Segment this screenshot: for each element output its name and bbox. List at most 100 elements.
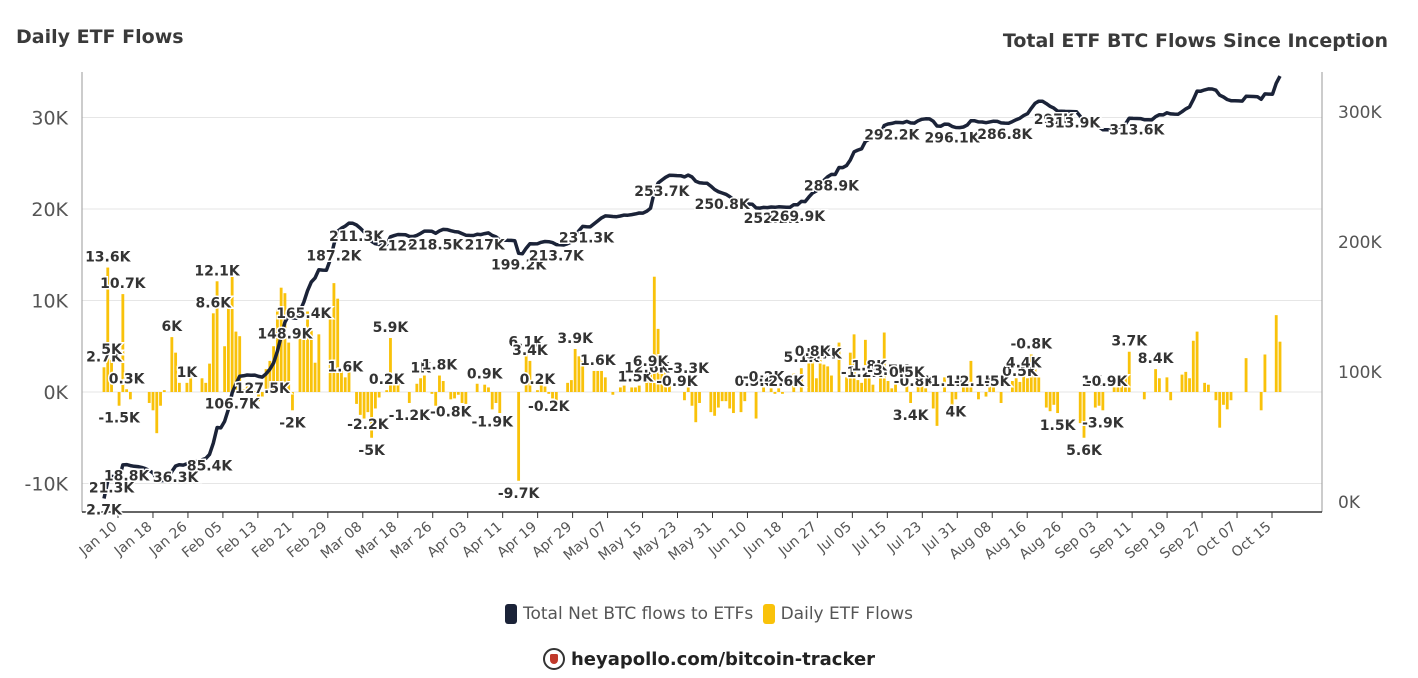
- daily-flow-bar: [306, 311, 309, 392]
- daily-flow-bar: [253, 391, 257, 392]
- daily-flow-bar: [698, 392, 701, 403]
- daily-flow-bar: [713, 392, 717, 416]
- bar-data-label: 0.3K: [109, 371, 146, 387]
- daily-flow-bar: [155, 392, 159, 434]
- bar-data-label: 8.6K: [195, 295, 232, 311]
- bar-data-label: -3.7K: [867, 363, 910, 379]
- daily-flow-bar: [487, 387, 490, 392]
- daily-flow-bar: [848, 352, 852, 392]
- daily-flow-bar: [336, 298, 340, 392]
- line-data-label: 231.3K: [559, 231, 615, 247]
- daily-flow-bar: [1127, 351, 1131, 392]
- daily-flow-bar: [460, 392, 464, 403]
- line-data-label: 211.3K: [329, 229, 385, 245]
- daily-flow-bar: [215, 281, 219, 392]
- bar-data-label: -0.2K: [528, 399, 571, 415]
- daily-flow-bar: [690, 392, 694, 406]
- line-data-label: 286.8K: [977, 127, 1033, 143]
- daily-flow-bar: [1022, 373, 1026, 392]
- line-data-label: 313.6K: [1109, 123, 1165, 139]
- daily-flow-bar: [743, 392, 747, 402]
- bar-data-label: 10.7K: [100, 276, 147, 292]
- left-tick-label: 0K: [43, 382, 68, 404]
- daily-flow-bar: [954, 392, 958, 400]
- daily-flow-bar: [1116, 380, 1120, 392]
- daily-flow-bar: [781, 392, 784, 394]
- x-tick-label: Jan 10: [76, 519, 121, 560]
- daily-flow-bar: [867, 376, 871, 392]
- daily-flow-bar: [543, 386, 547, 392]
- legend-label-daily: Daily ETF Flows: [780, 604, 913, 624]
- daily-flow-bar: [264, 369, 268, 392]
- bar-data-label: 12.6K: [624, 360, 671, 376]
- daily-flow-bar: [773, 392, 777, 394]
- daily-flow-bar: [577, 356, 581, 392]
- bar-data-label: -9.7K: [498, 486, 541, 502]
- daily-flow-bar: [920, 381, 924, 392]
- daily-flow-bar: [1157, 378, 1161, 392]
- daily-flow-bar: [494, 392, 498, 403]
- daily-flow-bar: [1101, 392, 1105, 411]
- footer-link[interactable]: heyapollo.com/bitcoin-tracker: [570, 648, 876, 670]
- daily-flow-bar: [524, 352, 528, 392]
- bar-data-label: 8.4K: [1138, 351, 1175, 367]
- daily-flow-bar: [385, 390, 389, 392]
- daily-flow-bar: [720, 392, 724, 402]
- bar-data-label: 0.5K: [1002, 364, 1039, 380]
- bar-data-label: -5K: [984, 374, 1012, 390]
- left-chart-title: Daily ETF Flows: [16, 26, 184, 48]
- daily-flow-bar: [739, 392, 743, 413]
- daily-flow-bar: [260, 392, 264, 397]
- daily-flow-bar: [882, 332, 886, 392]
- daily-flow-bar: [709, 392, 713, 413]
- bar-data-label: 0.8K: [795, 344, 832, 360]
- daily-flow-bar: [539, 381, 543, 392]
- daily-flow-bar: [1184, 371, 1188, 392]
- daily-flow-bar: [837, 342, 841, 392]
- daily-flow-bar: [1169, 392, 1173, 401]
- daily-flow-bar: [969, 360, 973, 392]
- daily-flow-bar: [453, 392, 456, 399]
- daily-flow-bar: [238, 336, 242, 392]
- daily-flow-bar: [1010, 381, 1014, 392]
- daily-flow-bar: [242, 389, 245, 392]
- legend-item-total[interactable]: Total Net BTC flows to ETFs: [505, 604, 753, 624]
- daily-flow-bar: [1278, 341, 1282, 392]
- daily-flow-bar: [935, 392, 939, 426]
- bar-data-label: -1.9K: [471, 414, 514, 430]
- daily-flow-bar: [554, 392, 558, 406]
- daily-flow-bar: [999, 392, 1003, 403]
- chart-legend: Total Net BTC flows to ETFs Daily ETF Fl…: [0, 604, 1418, 629]
- daily-flow-bar: [1033, 357, 1037, 392]
- daily-flow-bar: [1222, 392, 1225, 405]
- daily-flow-bar: [1097, 392, 1101, 406]
- daily-flow-bar: [434, 392, 438, 406]
- line-data-label: 165.4K: [276, 306, 332, 322]
- daily-flow-bar: [392, 383, 396, 392]
- apollo-logo-icon: [542, 648, 565, 670]
- daily-flow-bar: [230, 274, 234, 392]
- daily-flow-bar: [916, 375, 920, 392]
- daily-flow-bar: [377, 392, 381, 398]
- bar-data-label: 6.1K: [508, 335, 545, 351]
- daily-flow-bar: [268, 360, 272, 392]
- right-chart-title: Total ETF BTC Flows Since Inception: [1002, 30, 1388, 52]
- legend-item-daily[interactable]: Daily ETF Flows: [762, 604, 913, 624]
- daily-flow-bar: [814, 378, 818, 392]
- bar-data-label: 2.6K: [768, 374, 805, 390]
- daily-flow-bar: [1191, 340, 1195, 392]
- right-tick-label: 0K: [1338, 493, 1361, 513]
- daily-flow-bar: [622, 385, 626, 392]
- daily-flow-bar: [845, 377, 848, 392]
- daily-flow-bar: [1165, 377, 1169, 392]
- daily-flow-bar: [189, 375, 193, 392]
- bar-data-label: 12.1K: [194, 263, 241, 279]
- daily-flow-bar: [826, 366, 830, 392]
- bar-data-label: -1.2K: [389, 408, 432, 424]
- daily-flow-bar: [894, 384, 897, 392]
- bar-data-label: 1.6K: [580, 353, 617, 369]
- bar-data-label: 1.5K: [618, 369, 655, 385]
- daily-flow-bar: [818, 345, 822, 392]
- daily-flow-bar: [174, 352, 178, 392]
- daily-flow-bar: [102, 367, 106, 392]
